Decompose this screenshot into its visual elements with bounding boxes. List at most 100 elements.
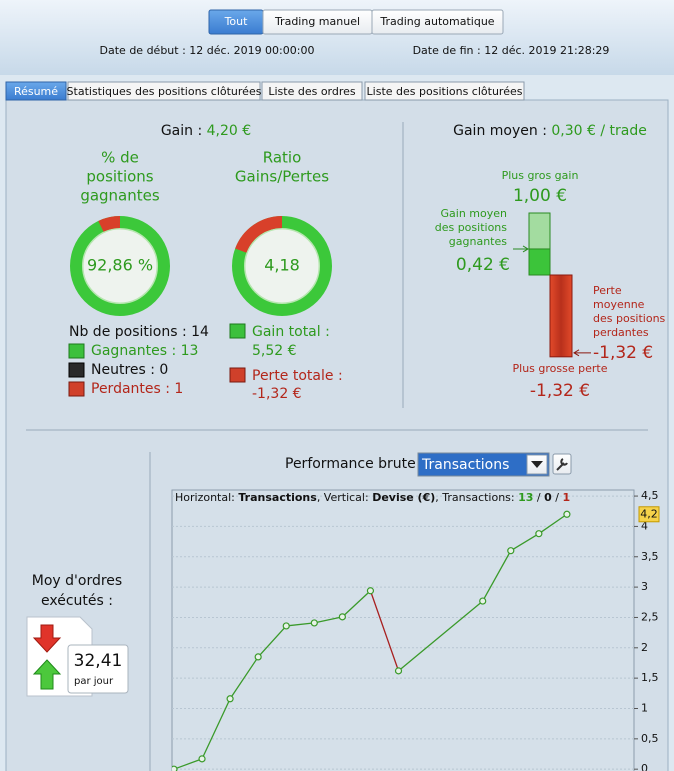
tab-label[interactable]: Résumé	[14, 85, 58, 98]
select-value[interactable]: Transactions	[421, 457, 509, 473]
point	[226, 695, 234, 703]
donut-value: 4,18	[264, 256, 300, 275]
neutral: Neutres : 0	[91, 362, 168, 378]
select[interactable]	[417, 452, 550, 477]
positions: Nb de positions : 14	[69, 324, 209, 340]
tab-label[interactable]: Statistiques des positions clôturées	[67, 85, 262, 98]
point	[282, 622, 290, 630]
tab-label[interactable]: Liste des positions clôturées	[367, 85, 523, 98]
plot-area	[171, 489, 635, 771]
loss-swatch	[68, 381, 85, 397]
tab[interactable]	[5, 81, 67, 101]
legend-part: Devise (€)	[372, 491, 435, 504]
line-segment	[173, 758, 203, 770]
donut-label: positions	[86, 168, 153, 186]
y-tick-label: 1	[641, 701, 648, 714]
line-segment	[341, 590, 371, 618]
gain-value: 4,20 €	[207, 123, 252, 139]
orders-unit: par jour	[74, 676, 114, 687]
filter-label[interactable]: Trading manuel	[274, 15, 360, 28]
gain: Gain : 4,20 €	[161, 123, 251, 139]
max-gain-label: Plus gros gain	[502, 169, 579, 182]
neutral-swatch	[68, 362, 85, 378]
avg-loss-value: -1,32 €	[593, 343, 653, 363]
dropdown-arrow	[531, 461, 543, 468]
current-value-badge	[638, 506, 660, 523]
y-tick-label: 1,5	[641, 671, 659, 684]
point	[535, 530, 543, 538]
point	[366, 587, 375, 595]
y-tick-label: 3	[641, 580, 648, 593]
line-segment	[369, 590, 400, 672]
legend-part: 13	[518, 491, 533, 504]
legend-part: Transactions	[238, 491, 317, 504]
legend-part: Horizontal:	[175, 491, 238, 504]
line-segment	[201, 698, 231, 760]
max-gain-value: 1,00 €	[513, 186, 567, 206]
total-gain-value: 5,52 €	[252, 343, 297, 359]
legend-part: , Transactions:	[435, 491, 518, 504]
y-tick-label: 3,5	[641, 550, 659, 563]
orders-label: Moy d'ordres	[32, 573, 122, 589]
tab[interactable]	[67, 81, 261, 101]
avg-loss-label: moyenne	[593, 298, 645, 311]
avg-gain-label: Gain moyen	[441, 207, 508, 220]
filter-label[interactable]: Tout	[224, 15, 249, 28]
line-segment	[257, 625, 287, 658]
end-date: Date de fin : 12 déc. 2019 21:28:29	[413, 44, 610, 57]
line-segment	[286, 622, 315, 627]
avg-gain-title: Gain moyen : 0,30 € / trade	[453, 123, 647, 139]
donut-label: Ratio	[263, 149, 302, 167]
filter-buttons: Tout Trading manuel Trading automatique	[208, 9, 504, 35]
legend-part: , Vertical:	[317, 491, 372, 504]
gain-swatch	[229, 323, 246, 339]
total-loss-value: -1,32 €	[252, 386, 302, 402]
donut-label: % de	[101, 149, 139, 167]
point	[310, 619, 318, 627]
point	[172, 765, 178, 771]
line-segment	[398, 600, 484, 672]
donut-label: gagnantes	[80, 187, 160, 205]
legend-part: 1	[563, 491, 571, 504]
winners: Gagnantes : 13	[91, 343, 198, 359]
tab[interactable]	[261, 81, 363, 101]
avg-gain-label: gagnantes	[449, 235, 507, 248]
wrench-icon	[556, 458, 568, 471]
filter-button[interactable]	[371, 9, 504, 35]
avg-title: Gain moyen :	[453, 123, 547, 139]
point	[479, 597, 487, 605]
y-tick-label: 0	[641, 762, 648, 771]
avg-gain-value: 0,42 €	[456, 255, 510, 275]
total-gain-label: Gain total :	[252, 324, 330, 340]
point	[338, 613, 346, 621]
tab-label[interactable]: Liste des ordres	[268, 85, 356, 98]
y-tick-label: 4	[641, 519, 648, 532]
chart-legend: Horizontal: Transactions, Vertical: Devi…	[175, 491, 570, 504]
donut-loss-arc	[98, 216, 121, 232]
tab[interactable]	[364, 81, 525, 101]
avg-gain-arrow	[513, 245, 529, 253]
total-loss-label: Perte totale :	[252, 368, 343, 384]
line-segment	[229, 656, 259, 700]
legend-part: /	[533, 491, 544, 504]
orders-value: 32,41	[74, 651, 123, 671]
filter-label[interactable]: Trading automatique	[379, 15, 494, 28]
donut-label: Gains/Pertes	[235, 168, 329, 186]
y-tick-label: 2,5	[641, 610, 659, 623]
tabs: Résumé Statistiques des positions clôturé…	[5, 81, 525, 101]
max-loss-label: Plus grosse perte	[513, 362, 608, 375]
orders-label: exécutés :	[41, 593, 113, 609]
plot	[172, 495, 634, 771]
legend-part: 0	[544, 491, 552, 504]
avg-loss-label: perdantes	[593, 326, 649, 339]
legend-part: /	[552, 491, 563, 504]
point	[507, 547, 515, 555]
chart: 4,5 4 3,5 3 2,5 2 1,5 1 0,5 0 4,2	[172, 489, 660, 771]
line-segment	[510, 533, 540, 552]
avg-title-value: 0,30 € / trade	[551, 123, 646, 139]
point	[394, 667, 403, 675]
